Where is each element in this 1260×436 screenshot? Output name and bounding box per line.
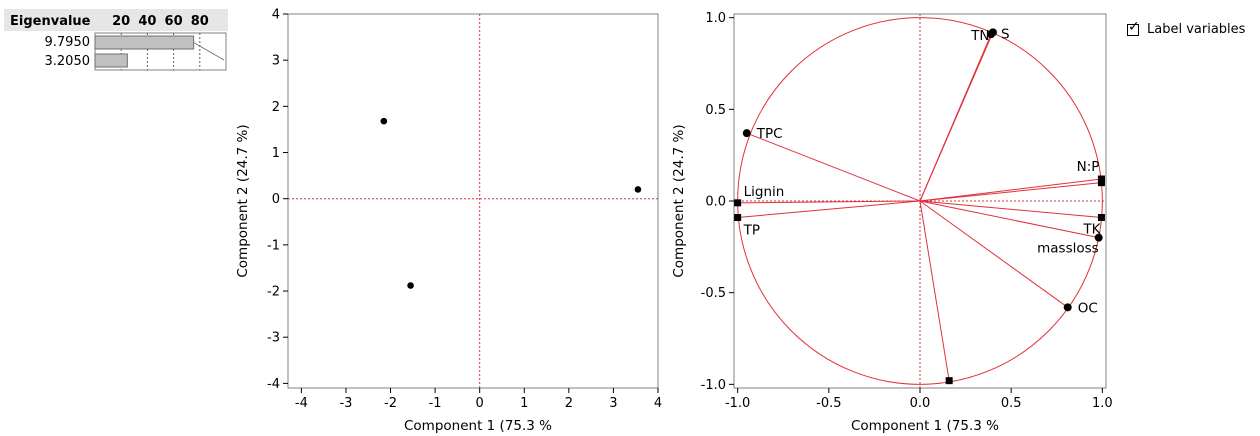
loading-plot-vectors (737, 32, 1102, 381)
eigenvalue-bar-chart (94, 32, 227, 71)
eigenvalue-scale-tick-label: 40 (138, 14, 156, 29)
score-x-tick-label: -1 (429, 396, 442, 411)
score-x-tick-label: -3 (339, 396, 352, 411)
loading-point (945, 377, 953, 385)
eigenvalue-row-2-value: 3.2050 (45, 54, 91, 69)
loading-plot-labels: TN S TPC N:P Lignin TP TK massloss OC (743, 26, 1102, 316)
loading-y-tick-label: 0.0 (705, 195, 726, 210)
score-x-tick-label: -2 (384, 396, 397, 411)
eigenvalue-scale-tick-label: 60 (165, 14, 183, 29)
score-y-tick-label: 0 (272, 192, 280, 207)
score-y-tick-label: -2 (267, 285, 280, 300)
loading-point-label: TPC (756, 126, 783, 142)
loading-y-tick-label: 0.5 (705, 103, 726, 118)
score-plot: -4 -3 -2 -1 0 1 2 3 4 -4 -3 -2 -1 0 1 2 3 4 Component 1 (… (235, 8, 662, 435)
label-variables-label: Label variables (1147, 22, 1246, 37)
loading-point (1094, 233, 1103, 242)
score-x-tick-label: 1 (520, 396, 528, 411)
loading-point-label: TK (1082, 222, 1101, 238)
score-plot-points (380, 117, 642, 289)
loading-point-label: N:P (1077, 159, 1100, 175)
eigenvalue-bar (94, 53, 128, 68)
score-x-tick-label: 4 (654, 396, 662, 411)
score-y-tick-label: 4 (272, 8, 280, 23)
loading-vector (919, 182, 1102, 202)
label-variables-checkbox[interactable]: ✓ (1127, 20, 1140, 36)
score-y-tick-label: -1 (267, 238, 280, 253)
loading-point (1097, 214, 1105, 221)
loading-x-tick-label: -0.5 (816, 396, 841, 411)
score-y-tick-label: -4 (267, 377, 280, 392)
score-x-tick-label: 2 (565, 396, 573, 411)
loading-x-tick-label: -1.0 (725, 396, 750, 411)
loading-vector (919, 32, 994, 202)
loading-point (742, 129, 751, 138)
loading-y-tick-label: 1.0 (705, 11, 726, 26)
loading-point-label: massloss (1037, 241, 1099, 257)
loading-point-label: Lignin (744, 184, 785, 200)
eigenvalue-bar (94, 35, 195, 50)
score-x-tick-label: 3 (609, 396, 617, 411)
loading-point (734, 214, 742, 221)
eigenvalue-header-background (4, 9, 228, 31)
checkmark-icon: ✓ (1128, 18, 1140, 35)
loading-y-tick-label: -1.0 (701, 378, 726, 393)
score-x-tick-label: 0 (476, 396, 484, 411)
score-plot-frame (287, 13, 659, 389)
eigenvalue-row-1-value: 9.7950 (45, 35, 91, 50)
eigenvalue-cumulative-line (193, 42, 225, 61)
loading-vector (919, 178, 1102, 202)
loading-point-label: OC (1078, 300, 1098, 316)
score-y-tick-label: 3 (272, 54, 280, 69)
loading-point (1063, 303, 1072, 312)
loading-point (988, 28, 997, 37)
loading-point-label: TP (743, 223, 760, 239)
score-y-tick-label: 1 (272, 146, 280, 161)
score-point (634, 186, 642, 193)
loading-vector (919, 200, 1099, 239)
loading-plot: -1.0 -0.5 0.0 0.5 1.0 -1.0 -0.5 0.0 0.5 1.0 TN S TP… (671, 11, 1113, 434)
score-y-tick-label: 2 (272, 100, 280, 115)
eigenvalue-scale-tick-label: 80 (191, 14, 209, 29)
score-plot-reference-lines (288, 14, 658, 388)
eigenvalue-scale-ticks: 20 40 60 80 (112, 14, 209, 29)
loading-point (1097, 175, 1105, 183)
loading-vector (919, 200, 950, 381)
loading-x-tick-label: 0.0 (910, 396, 931, 411)
loading-point (1097, 179, 1105, 187)
score-point (407, 282, 414, 289)
loading-plot-y-axis-label: Component 2 (24.7 %) (671, 124, 687, 277)
eigenvalue-scale-tick-label: 20 (112, 14, 130, 29)
loading-point-label: TN (970, 28, 989, 44)
loading-vector (737, 200, 921, 204)
loading-vector (746, 132, 921, 202)
score-y-tick-label: -3 (267, 331, 280, 346)
eigenvalue-header: Eigenvalue (10, 14, 91, 29)
loading-x-tick-label: 1.0 (1092, 396, 1113, 411)
loading-plot-points (734, 28, 1105, 385)
loading-plot-ticks: -1.0 -0.5 0.0 0.5 1.0 -1.0 -0.5 0.0 0.5 1.0 (701, 11, 1113, 411)
loading-x-tick-label: 0.5 (1001, 396, 1022, 411)
eigenvalue-table: Eigenvalue 20 40 60 80 9.7950 3.2050 (4, 9, 228, 71)
loading-vector (737, 200, 921, 218)
loading-y-tick-label: -0.5 (701, 286, 726, 301)
loading-vector (919, 200, 1102, 218)
score-x-tick-label: -4 (295, 396, 308, 411)
loading-plot-x-axis-label: Component 1 (75.3 % (851, 418, 999, 434)
score-plot-ticks: -4 -3 -2 -1 0 1 2 3 4 -4 -3 -2 -1 0 1 2 3 4 (267, 8, 662, 412)
score-plot-y-axis-label: Component 2 (24.7 %) (235, 124, 251, 277)
loading-vector (919, 200, 1068, 308)
score-plot-x-axis-label: Component 1 (75.3 % (404, 418, 552, 434)
loading-point (734, 199, 742, 207)
loading-point-label: S (1001, 26, 1010, 42)
label-variables-toggle[interactable]: ✓ Label variables (1127, 20, 1246, 37)
score-point (380, 117, 388, 125)
